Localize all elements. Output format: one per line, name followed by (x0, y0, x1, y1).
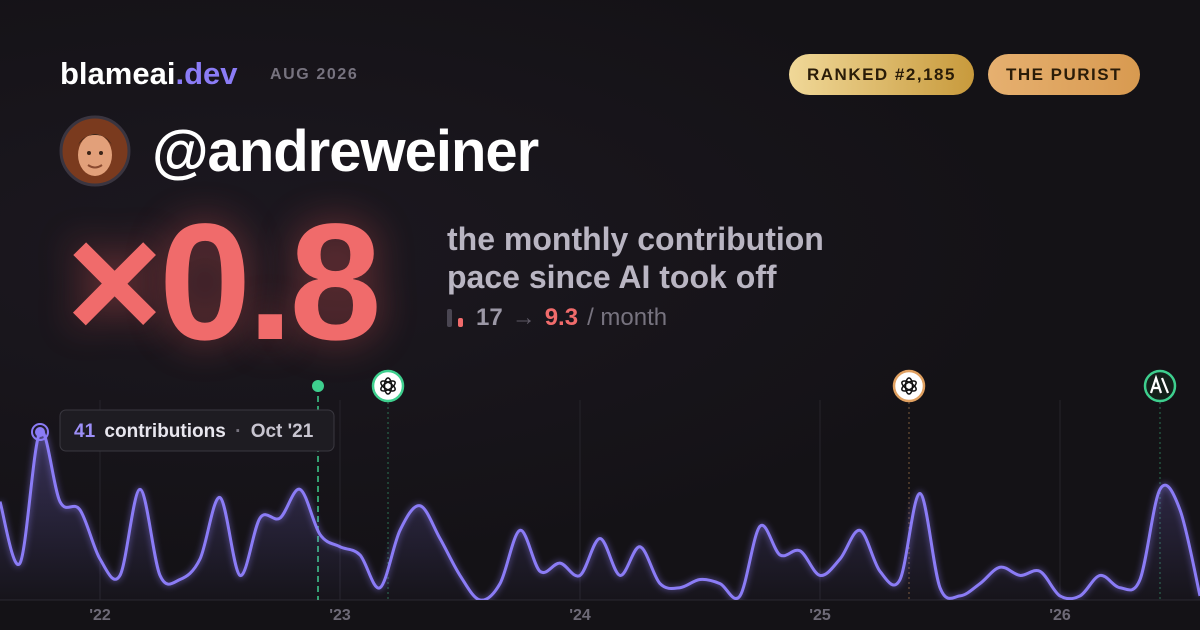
x-tick-label: '23 (329, 607, 351, 624)
x-tick-label: '22 (89, 607, 111, 624)
brand-tld: .dev (175, 56, 238, 91)
tooltip-value: 41 (74, 421, 96, 442)
pace-icon (447, 309, 463, 327)
tooltip-text: 41 contributions · Oct '21 (74, 421, 314, 442)
caption-line: pace since AI took off (447, 259, 777, 295)
tooltip: 41 contributions · Oct '21 (59, 409, 335, 452)
after: 9.3 (544, 304, 579, 331)
line (0, 429, 1200, 600)
peak-point (35, 427, 45, 437)
avatar (59, 115, 131, 187)
rank-badge: RANKED #2,185 (788, 54, 974, 95)
brand: blameai.dev (60, 56, 237, 92)
arrow: → (511, 304, 536, 331)
event-dot (312, 380, 324, 392)
x-tick-label: '25 (809, 607, 831, 624)
persona-badge: THE PURIST (987, 54, 1140, 95)
pace-line: 17 → 9.3 / month (447, 304, 667, 332)
area (0, 431, 1200, 600)
peak-ring (31, 423, 49, 441)
tooltip-date: Oct '21 (251, 421, 314, 442)
caption-line: the monthly contribution (447, 221, 824, 257)
date: AUG 2026 (270, 66, 359, 83)
caption: the monthly contribution pace since AI t… (447, 220, 824, 296)
tooltip-sep: · (235, 421, 241, 442)
brand-name: blameai (60, 56, 176, 91)
badges: RANKED #2,185 THE PURIST (788, 54, 1140, 95)
x-tick-label: '24 (569, 607, 591, 624)
handle: @andreweiner (152, 119, 539, 184)
x-tick-label: '26 (1049, 607, 1071, 624)
tooltip-box (59, 409, 335, 452)
tooltip-label: contributions (104, 421, 225, 442)
before: 17 (476, 304, 503, 331)
unit: / month (587, 304, 668, 331)
multiplier: ×0.8 (66, 190, 382, 375)
